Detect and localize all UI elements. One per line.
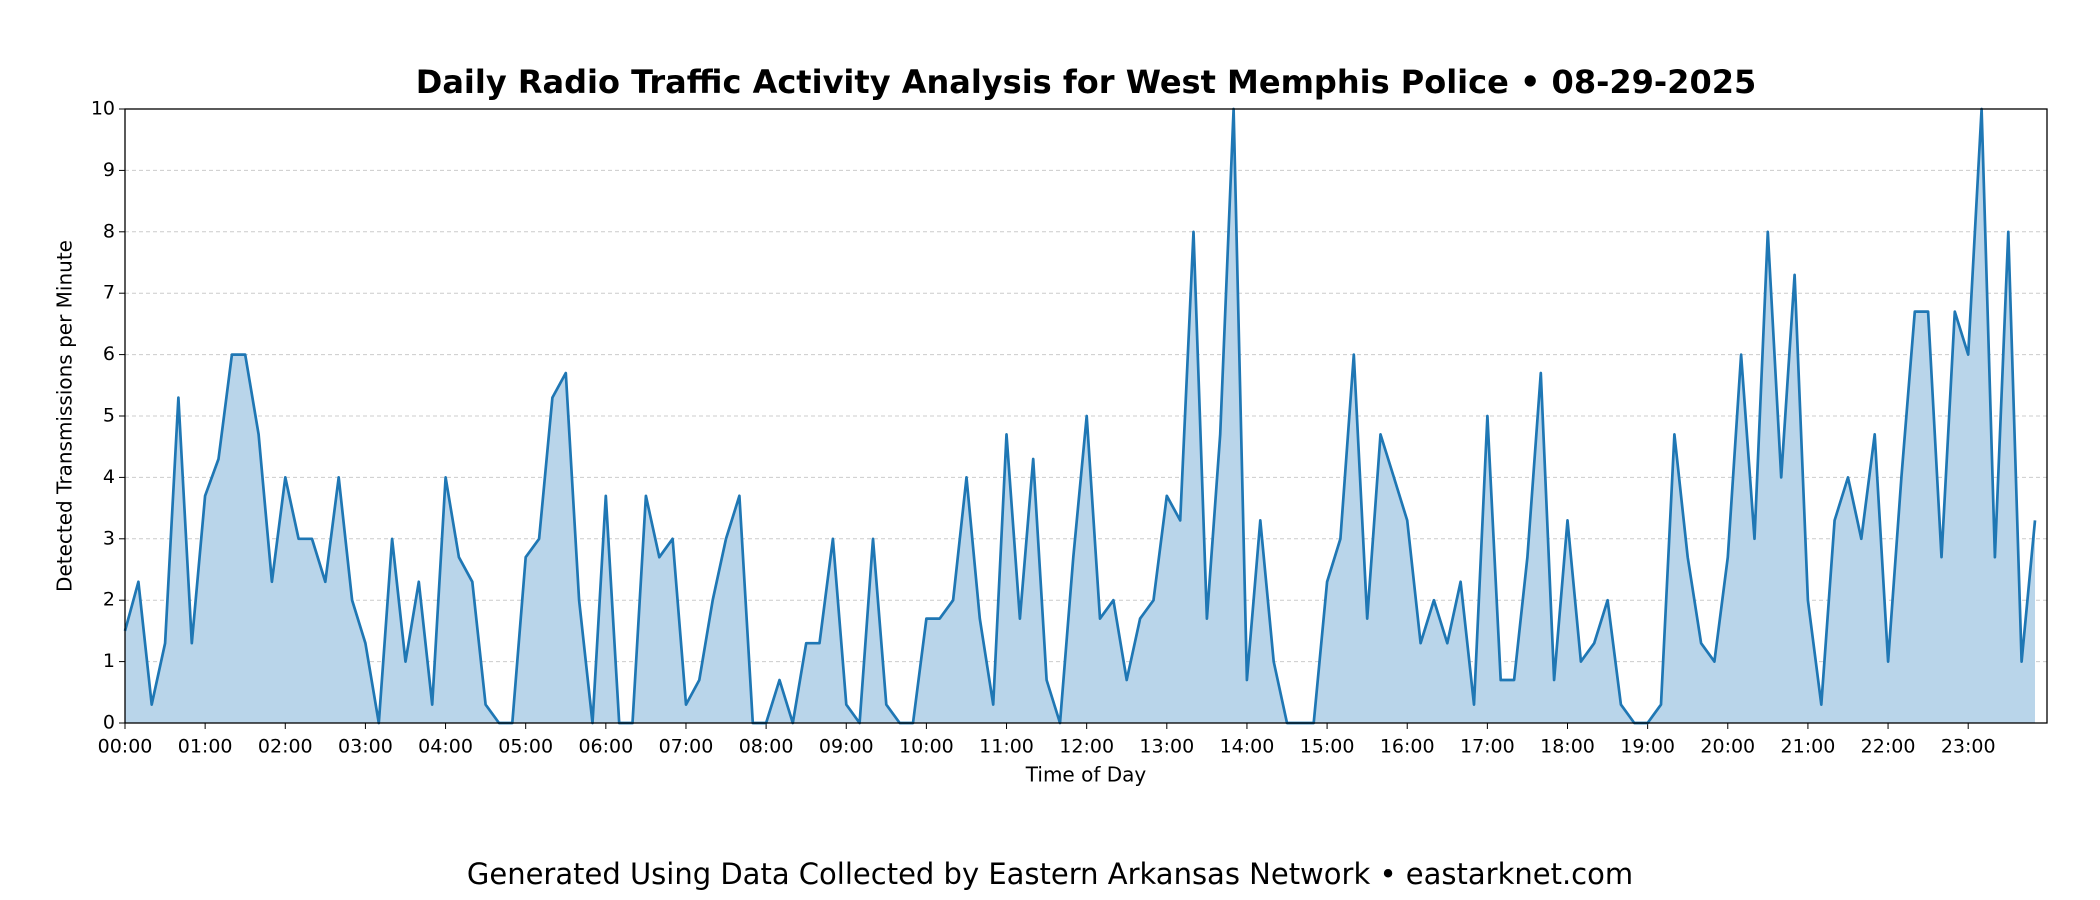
x-axis-label: Time of Day (1025, 763, 1147, 787)
x-tick-label: 15:00 (1300, 736, 1355, 758)
y-tick-label: 6 (103, 343, 115, 365)
y-tick-label: 5 (103, 405, 115, 427)
x-tick-label: 05:00 (498, 736, 553, 758)
y-tick-label: 3 (103, 527, 115, 549)
y-tick-label: 2 (103, 589, 115, 611)
x-tick-label: 13:00 (1139, 736, 1194, 758)
y-axis-label: Detected Transmissions per Minute (53, 240, 77, 592)
x-tick-label: 06:00 (578, 736, 633, 758)
x-tick-label: 14:00 (1220, 736, 1275, 758)
x-tick-label: 02:00 (258, 736, 313, 758)
y-tick-label: 4 (103, 466, 115, 488)
x-tick-label: 21:00 (1781, 736, 1836, 758)
x-tick-label: 09:00 (819, 736, 874, 758)
x-tick-label: 19:00 (1620, 736, 1675, 758)
x-tick-label: 04:00 (418, 736, 473, 758)
x-tick-label: 03:00 (338, 736, 393, 758)
x-tick-label: 01:00 (178, 736, 233, 758)
x-tick-label: 07:00 (659, 736, 714, 758)
x-tick-label: 08:00 (739, 736, 794, 758)
y-tick-label: 1 (103, 650, 115, 672)
y-tick-label: 7 (103, 282, 115, 304)
x-tick-label: 22:00 (1861, 736, 1916, 758)
line (123, 107, 2037, 725)
x-tick-label: 12:00 (1059, 736, 1114, 758)
x-tick-label: 18:00 (1540, 736, 1595, 758)
chart-title: Daily Radio Traffic Activity Analysis fo… (416, 63, 1756, 101)
x-tick-label: 23:00 (1941, 736, 1996, 758)
x-tick-label: 00:00 (98, 736, 153, 758)
y-tick-label: 10 (91, 98, 115, 120)
x-tick-label: 20:00 (1700, 736, 1755, 758)
x-tick-label: 17:00 (1460, 736, 1515, 758)
y-tick-label: 9 (103, 159, 115, 181)
y-tick-label: 8 (103, 220, 115, 242)
x-tick-label: 11:00 (979, 736, 1034, 758)
x-tick-label: 16:00 (1380, 736, 1435, 758)
y-tick-label: 0 (103, 712, 115, 734)
plot-frame (124, 108, 2048, 724)
footer: Generated Using Data Collected by Easter… (467, 857, 1633, 891)
x-tick-label: 10:00 (899, 736, 954, 758)
